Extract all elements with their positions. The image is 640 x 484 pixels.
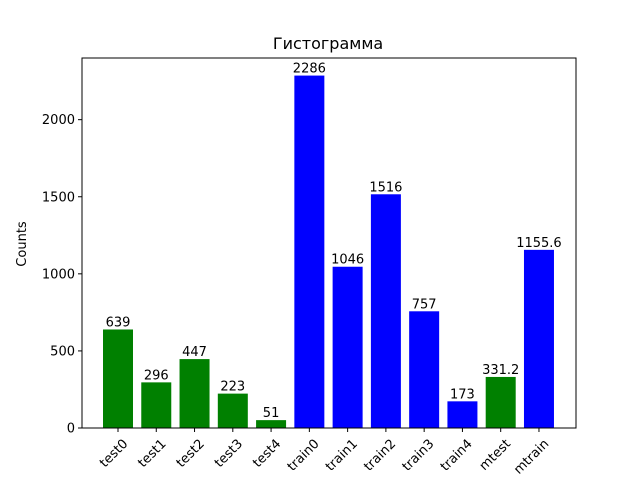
data-labels-layer: 639 296 447 223 51 2286 1046 1516 757 173 331.2 115… — [106, 62, 562, 422]
bar-train4 — [447, 401, 478, 428]
bar-train0 — [294, 75, 325, 428]
bar-test1 — [141, 382, 172, 428]
data-label-test2: 447 — [182, 345, 207, 360]
bar-train1 — [332, 266, 363, 428]
bar-mtrain — [523, 249, 554, 428]
y-tick-label-1000: 1000 — [42, 267, 75, 282]
y-tick-label-1500: 1500 — [42, 190, 75, 205]
bar-train2 — [370, 194, 401, 428]
bars-layer — [103, 75, 554, 428]
y-tick-label-500: 500 — [50, 344, 75, 359]
y-axis-label: Counts — [15, 221, 30, 267]
data-label-mtest: 331.2 — [482, 363, 519, 378]
data-label-mtrain: 1155.6 — [516, 236, 562, 251]
bar-test2 — [179, 359, 210, 428]
y-tick-label-2000: 2000 — [42, 113, 75, 128]
data-label-test1: 296 — [144, 368, 169, 383]
data-label-test3: 223 — [220, 380, 245, 395]
data-label-train2: 1516 — [369, 180, 402, 195]
data-label-train0: 2286 — [293, 62, 326, 77]
data-label-train3: 757 — [412, 297, 437, 312]
bar-test3 — [217, 393, 248, 428]
data-label-test0: 639 — [106, 315, 131, 330]
bar-test0 — [103, 329, 133, 428]
bar-train3 — [409, 311, 440, 428]
data-label-test4: 51 — [263, 406, 280, 421]
plot-frame — [81, 57, 577, 429]
bar-mtest — [485, 376, 516, 428]
chart-title: Гистограмма — [273, 34, 383, 53]
data-label-train1: 1046 — [331, 253, 364, 268]
y-tick-label-0: 0 — [67, 422, 75, 437]
bar-test4 — [256, 420, 287, 428]
data-label-train4: 173 — [450, 387, 475, 402]
